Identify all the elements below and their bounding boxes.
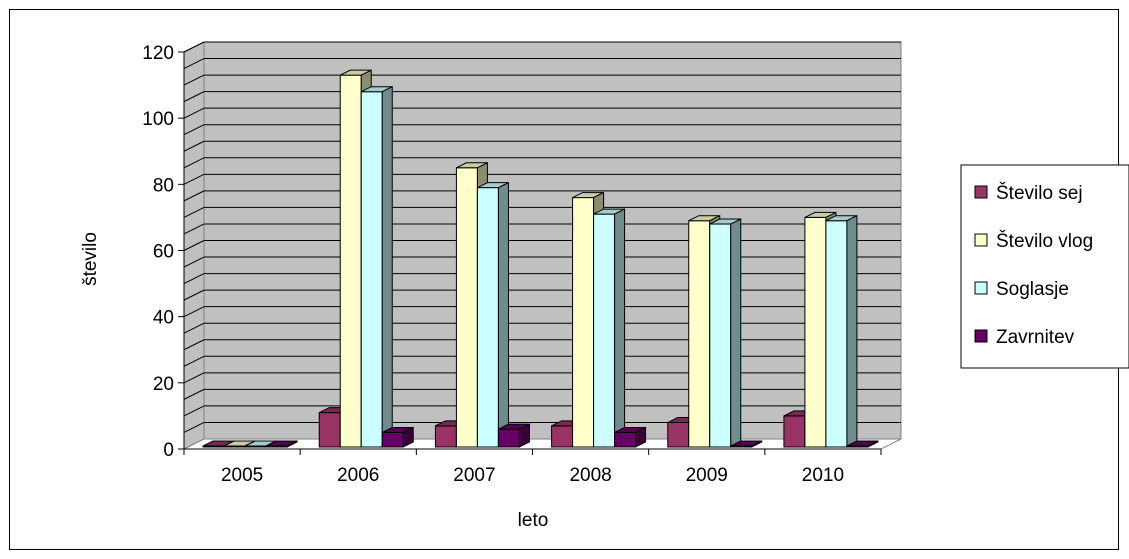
bar-side [381,85,393,448]
y-axis-title: število [80,232,101,286]
gridline-side [183,91,205,103]
bar-front [339,74,362,448]
bar-front [551,425,574,448]
bar [709,218,742,448]
y-tick-label: 120 [142,43,174,64]
bar-front [667,422,690,448]
bar-front [434,425,457,448]
bar [730,440,763,448]
bar-side [730,218,742,448]
bar-front [497,428,520,448]
gridline-side [183,41,205,53]
bar [593,208,626,448]
bar [846,440,879,448]
bar-front [614,431,637,448]
gridline-side [183,355,205,367]
legend-label: Število vlog [996,230,1093,252]
gridline-side [183,256,205,268]
y-tick-label: 20 [153,374,174,395]
x-tick-label: 2010 [802,465,844,486]
gridline-side [183,190,205,202]
gridline-side [183,405,205,417]
bar [825,214,858,448]
chart-walls [183,41,902,450]
bar-front [476,187,499,448]
gridline-side [183,140,205,152]
gridline-side [183,422,205,433]
legend-swatch [974,281,988,295]
gridline-side [183,339,205,351]
gridline-side [183,124,205,136]
gridlines [183,41,901,433]
bar-front [318,412,341,448]
bar-side [614,208,626,448]
gridline-side [183,157,205,169]
x-tick-label: 2007 [453,465,495,486]
bar-side [846,214,858,448]
y-tick-labels: 0 20 40 60 80 100 120 [142,43,174,461]
bar [265,440,298,448]
gridline-side [183,289,205,301]
bar-side [867,440,879,448]
legend-label: Zavrnitev [996,327,1075,348]
bar-side [402,426,414,448]
x-tick-label: 2006 [337,465,379,486]
bar-front [825,220,848,448]
x-tick-label: 2008 [569,465,611,486]
x-axis-title: leto [518,510,549,531]
gridline-side [183,372,205,384]
gridline-side [183,173,205,185]
gridline-side [183,206,205,218]
gridline-side [183,240,205,251]
bar-front [381,431,404,448]
gridline-side [183,273,205,285]
bar-side [497,181,509,448]
legend-swatch [974,185,988,199]
bar-front [688,220,711,448]
bar-side [286,440,298,448]
bar-front [783,415,806,448]
bar [497,423,530,448]
legend-label: Število sej [996,182,1083,204]
gridline-side [183,322,205,334]
bar [614,426,647,448]
bar [476,181,509,448]
legend-swatch [974,329,988,343]
gridline-side [183,223,205,235]
bar-front [455,167,478,448]
legend: Število sej Število vlog Soglasje Zavrnitev [960,164,1129,369]
bar-front [360,91,383,448]
bar [360,85,393,448]
bar-front [572,197,595,448]
legend-box [960,164,1129,369]
x-tick-label: 2005 [221,465,263,486]
y-tick-label: 0 [163,440,174,461]
gridline-side [183,107,205,119]
gridline-side [183,306,205,318]
y-tick-label: 100 [142,109,174,130]
bar-front [593,213,616,448]
x-tick-labels: 2005 2006 2007 2008 2009 2010 [221,465,844,486]
gridline-side [183,74,205,86]
y-tick-label: 80 [153,175,174,196]
bar-side [635,426,647,448]
gridline-side [183,388,205,400]
y-tick-label: 60 [153,242,174,263]
axes [178,51,882,455]
bar [381,426,414,448]
bar-side [518,423,530,448]
bar-front [709,223,732,448]
bar-side [751,440,763,448]
legend-label: Soglasje [996,279,1069,300]
legend-swatch [974,233,988,247]
y-tick-label: 40 [153,308,174,329]
bars [202,69,879,448]
bar-front [804,216,827,448]
gridline-side [183,58,205,69]
x-tick-label: 2009 [686,465,728,486]
